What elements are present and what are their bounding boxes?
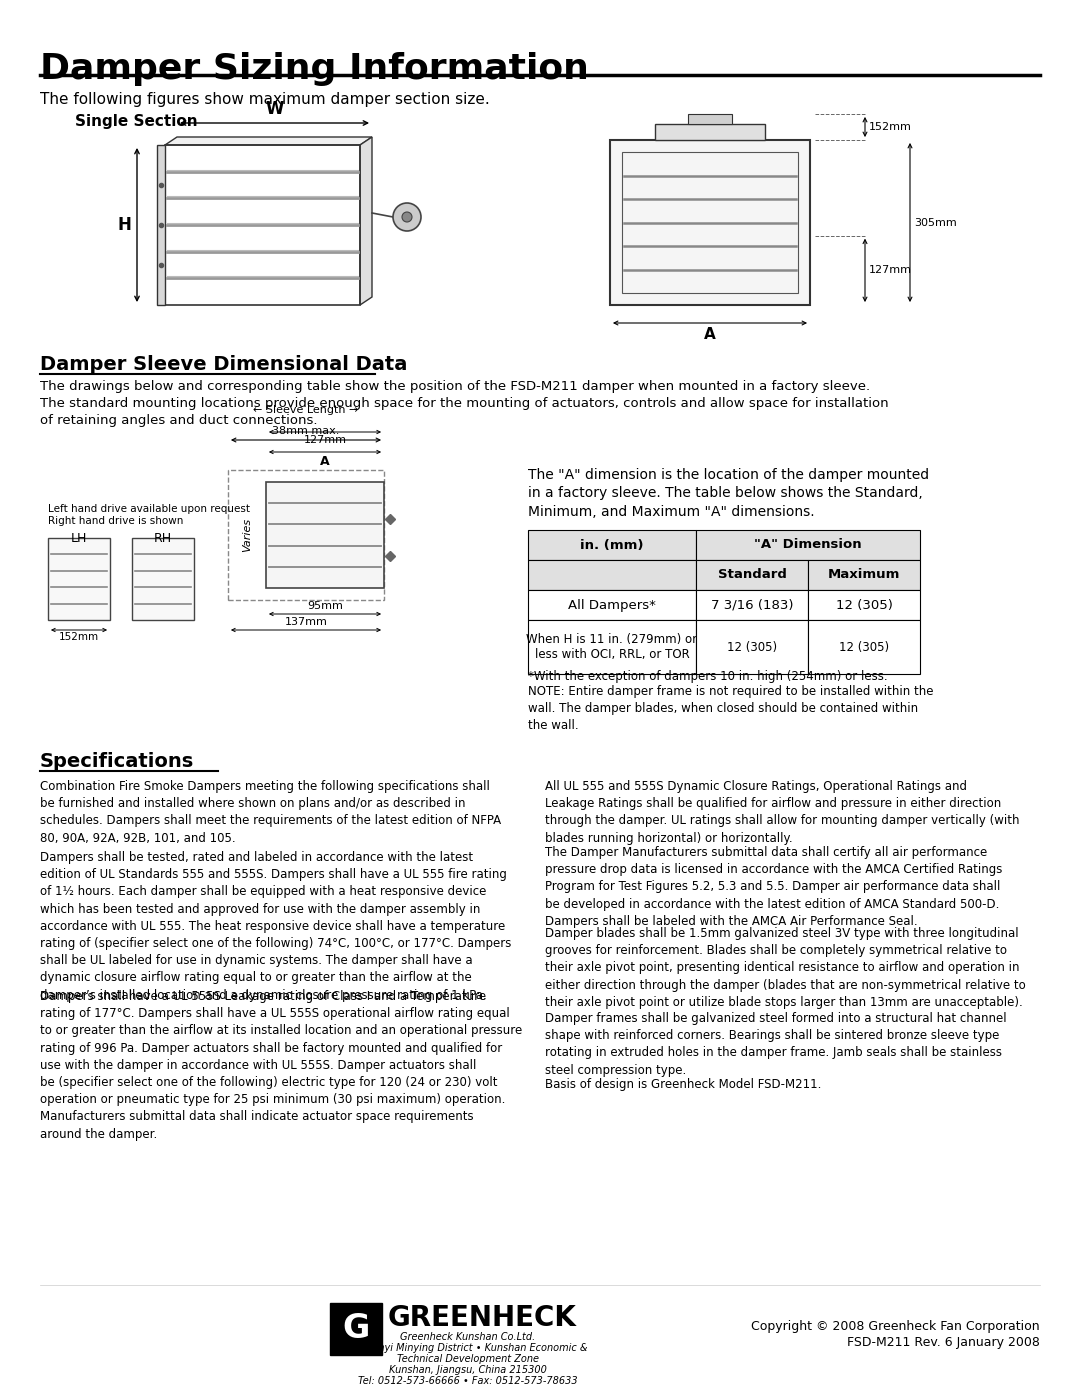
Polygon shape [165,137,372,145]
Bar [228,469,384,599]
Text: Damper Sleeve Dimensional Data: Damper Sleeve Dimensional Data [40,355,407,374]
Text: Damper frames shall be galvanized steel formed into a structural hat channel
sha: Damper frames shall be galvanized steel … [545,1011,1007,1077]
Text: 17 Qunyi Minying District • Kunshan Economic &: 17 Qunyi Minying District • Kunshan Econ… [349,1343,588,1352]
Bar [528,590,696,620]
Text: G: G [342,1313,369,1345]
Text: RH: RH [154,532,172,545]
Bar [132,538,194,620]
Text: NOTE: Entire damper frame is not required to be installed within the
wall. The d: NOTE: Entire damper frame is not require… [528,685,933,732]
Bar [808,620,920,673]
Bar [165,145,360,305]
Bar [610,140,810,305]
Bar [266,482,384,588]
Text: 305mm: 305mm [914,218,957,228]
Text: The "A" dimension is the location of the damper mounted
in a factory sleeve. The: The "A" dimension is the location of the… [528,468,929,518]
Bar [330,1303,382,1355]
Text: Dampers shall have a UL 555S Leakage rating of Class I and a Temperature
rating : Dampers shall have a UL 555S Leakage rat… [40,990,523,1140]
Text: The Damper Manufacturers submittal data shall certify all air performance
pressu: The Damper Manufacturers submittal data … [545,847,1002,928]
Text: in. (mm): in. (mm) [580,538,644,552]
Text: A: A [704,327,716,342]
Bar [688,115,732,124]
Text: 137mm: 137mm [284,617,327,627]
Text: W: W [266,101,284,117]
Text: Right hand drive is shown: Right hand drive is shown [48,515,184,527]
Text: Maximum: Maximum [827,569,901,581]
Text: 12 (305): 12 (305) [836,598,892,612]
Text: All UL 555 and 555S Dynamic Closure Ratings, Operational Ratings and
Leakage Rat: All UL 555 and 555S Dynamic Closure Rati… [545,780,1020,845]
Text: Technical Development Zone: Technical Development Zone [397,1354,539,1363]
Bar [696,560,808,590]
Bar [808,590,920,620]
Text: Specifications: Specifications [40,752,194,771]
Bar [654,124,765,140]
Text: Dampers shall be tested, rated and labeled in accordance with the latest
edition: Dampers shall be tested, rated and label… [40,851,511,1002]
Circle shape [402,212,411,222]
Text: 152mm: 152mm [59,631,99,643]
Text: "A" Dimension: "A" Dimension [754,538,862,552]
Polygon shape [360,137,372,305]
Text: Standard: Standard [717,569,786,581]
Text: The following figures show maximum damper section size.: The following figures show maximum dampe… [40,92,489,108]
Text: A: A [320,455,329,468]
Text: Greenheck Kunshan Co.Ltd.: Greenheck Kunshan Co.Ltd. [401,1331,536,1341]
Text: Tel: 0512-573-66666 • Fax: 0512-573-78633: Tel: 0512-573-66666 • Fax: 0512-573-7863… [359,1376,578,1386]
Bar [696,590,808,620]
Text: *With the exception of dampers 10 in. high (254mm) or less.: *With the exception of dampers 10 in. hi… [528,671,888,683]
Text: 95mm: 95mm [307,601,343,610]
Text: 127mm: 127mm [303,434,347,446]
Text: 12 (305): 12 (305) [839,640,889,654]
Text: FSD-M211 Rev. 6 January 2008: FSD-M211 Rev. 6 January 2008 [847,1336,1040,1350]
Text: LH: LH [71,532,87,545]
Text: 12 (305): 12 (305) [727,640,778,654]
Bar [157,145,165,305]
Text: Damper blades shall be 1.5mm galvanized steel 3V type with three longitudinal
gr: Damper blades shall be 1.5mm galvanized … [545,928,1026,1009]
Text: The drawings below and corresponding table show the position of the FSD-M211 dam: The drawings below and corresponding tab… [40,380,889,427]
Text: All Dampers*: All Dampers* [568,598,656,612]
Text: H: H [117,217,131,235]
Text: Combination Fire Smoke Dampers meeting the following specifications shall
be fur: Combination Fire Smoke Dampers meeting t… [40,780,501,845]
Bar [808,560,920,590]
Bar [528,560,696,590]
Text: Basis of design is Greenheck Model FSD-M211.: Basis of design is Greenheck Model FSD-M… [545,1078,822,1091]
Text: Damper Sizing Information: Damper Sizing Information [40,52,589,87]
Text: 127mm: 127mm [869,265,912,275]
Text: 7 3/16 (183): 7 3/16 (183) [711,598,793,612]
Bar [696,620,808,673]
Text: Single Section: Single Section [75,115,198,129]
Bar [622,152,798,293]
Text: ← Sleeve Length →: ← Sleeve Length → [254,405,359,415]
Bar [528,620,696,673]
Text: 38mm max.: 38mm max. [272,426,340,436]
Bar [696,529,920,560]
Text: 152mm: 152mm [869,122,912,131]
Text: GREENHECK: GREENHECK [388,1303,577,1331]
Text: Left hand drive available upon request: Left hand drive available upon request [48,504,249,514]
Circle shape [393,203,421,231]
Bar [528,529,696,560]
Text: When H is 11 in. (279mm) or
less with OCI, RRL, or TOR: When H is 11 in. (279mm) or less with OC… [526,633,698,661]
Bar [48,538,110,620]
Text: Copyright © 2008 Greenheck Fan Corporation: Copyright © 2008 Greenheck Fan Corporati… [752,1320,1040,1333]
Text: Varies: Varies [242,518,252,552]
Text: Kunshan, Jiangsu, China 215300: Kunshan, Jiangsu, China 215300 [389,1365,546,1375]
